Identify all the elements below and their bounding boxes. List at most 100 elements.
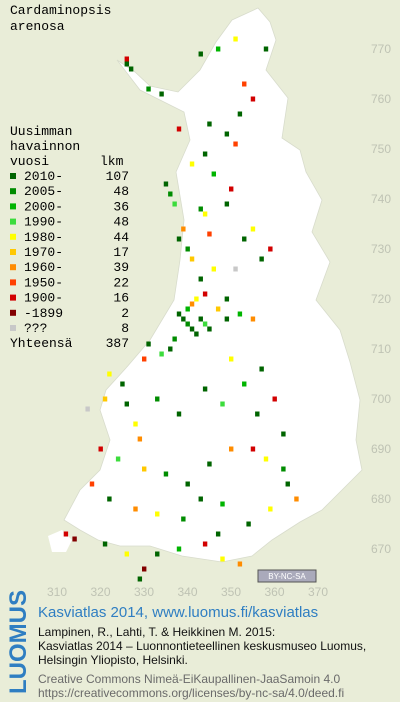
observation-square [142,466,147,472]
observation-square [259,366,264,372]
observation-square [172,201,177,207]
observation-square [89,481,95,487]
legend-label: 1980- [24,230,63,245]
y-tick-label: 680 [371,492,391,506]
observation-square [250,96,256,102]
observation-square [176,236,182,242]
observation-square [107,496,112,502]
observation-square [176,311,182,317]
finland-outline [63,7,363,563]
observation-square [159,91,164,97]
observation-square [237,111,243,117]
observation-square [146,341,151,347]
x-tick-label: 330 [134,585,154,599]
legend-label: 1970- [24,245,63,260]
observation-square [189,326,195,332]
observation-square [176,546,182,552]
total-label: Yhteensä [10,336,73,351]
legend-swatch [10,264,16,271]
observation-square [220,501,225,507]
badge-box [257,569,317,583]
observation-square [163,181,169,187]
observation-square [224,201,230,207]
observation-square [285,481,290,487]
legend-count: 22 [113,275,129,290]
legend-header: vuosi [10,154,49,169]
legend-count: 16 [113,291,129,306]
observation-square [189,256,195,262]
x-tick-label: 310 [47,585,67,599]
observation-square [185,246,190,252]
observation-square [155,511,160,517]
observation-square [242,381,247,387]
observation-square [189,301,195,307]
observation-square [202,291,208,297]
observation-square [176,126,182,132]
observation-square [72,536,77,542]
observation-square [194,331,199,337]
count-header: lkm [100,154,124,169]
observation-square [168,346,173,352]
legend-label: 2000- [24,199,63,214]
observation-square [185,321,190,327]
observation-square [250,316,256,322]
observation-square [220,401,225,407]
legend-label: 2010- [24,169,63,184]
license: Creative Commons Nimeä-EiKaupallinen-Jaa… [38,672,340,686]
citation: Lampinen, R., Lahti, T. & Heikkinen M. 2… [38,625,275,639]
legend-count: 2 [121,306,129,321]
observation-square [198,316,203,322]
observation-square [268,506,273,512]
citation: Kasviatlas 2014 – Luonnontieteellinen ke… [38,639,366,653]
y-tick-label: 770 [371,42,391,56]
y-tick-label: 710 [371,342,391,356]
legend-label: 2005- [24,184,63,199]
legend-label: -1899 [24,306,63,321]
observation-square [198,276,203,282]
observation-square [272,396,277,402]
observation-square [294,496,299,502]
observation-square [181,316,186,322]
legend-count: 48 [113,184,129,199]
legend-label: 1900- [24,291,63,306]
headline: Kasviatlas 2014, www.luomus.fi/kasviatla… [38,604,318,621]
observation-square [159,351,164,357]
observation-square [242,236,247,242]
observation-square [268,246,273,252]
observation-square [163,471,169,477]
observation-square [207,231,212,237]
observation-square [263,46,269,52]
legend-count: 44 [113,230,129,245]
observation-square [255,411,260,417]
observation-square [181,226,186,232]
legend-swatch [10,279,16,286]
observation-square [215,531,221,537]
observation-square [194,296,199,302]
observation-square [224,296,230,302]
y-tick-label: 690 [371,442,391,456]
observation-square [137,576,143,582]
observation-square [155,396,160,402]
legend-label: 1950- [24,275,63,290]
y-tick-label: 730 [371,242,391,256]
legend-count: 107 [106,169,129,184]
observation-square [237,561,243,567]
observation-square [185,481,190,487]
legend-label: 1990- [24,215,63,230]
observation-square [172,336,177,342]
observation-square [185,306,190,312]
species-title: Cardaminopsis [10,3,111,18]
observation-square [233,36,238,42]
observation-square [202,151,208,157]
observation-square [102,541,108,547]
observation-square [198,51,203,57]
observation-square [63,531,69,537]
observation-square [124,61,129,67]
observation-square [133,421,138,427]
x-tick-label: 370 [308,585,328,599]
legend-swatch [10,188,16,195]
observation-square [202,386,208,392]
observation-square [220,556,225,562]
observation-square [259,256,264,262]
